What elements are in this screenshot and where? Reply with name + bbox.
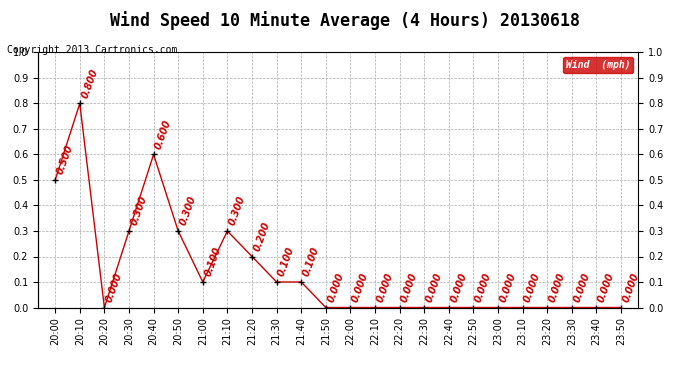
Text: 0.000: 0.000	[621, 272, 641, 304]
Text: 0.300: 0.300	[228, 195, 247, 227]
Text: Copyright 2013 Cartronics.com: Copyright 2013 Cartronics.com	[7, 45, 177, 55]
Text: 0.800: 0.800	[80, 68, 99, 100]
Text: 0.000: 0.000	[547, 272, 567, 304]
Text: 0.600: 0.600	[154, 118, 173, 151]
Text: 0.000: 0.000	[375, 272, 395, 304]
Text: 0.100: 0.100	[203, 246, 223, 278]
Text: 0.000: 0.000	[572, 272, 592, 304]
Text: 0.300: 0.300	[178, 195, 198, 227]
Text: 0.000: 0.000	[424, 272, 444, 304]
Text: 0.000: 0.000	[473, 272, 493, 304]
Text: 0.000: 0.000	[448, 272, 469, 304]
Text: 0.300: 0.300	[129, 195, 149, 227]
Text: Wind Speed 10 Minute Average (4 Hours) 20130618: Wind Speed 10 Minute Average (4 Hours) 2…	[110, 11, 580, 30]
Text: 0.000: 0.000	[104, 272, 124, 304]
Text: 0.500: 0.500	[55, 144, 75, 176]
Text: 0.200: 0.200	[252, 220, 272, 253]
Text: 0.000: 0.000	[498, 272, 518, 304]
Text: 0.000: 0.000	[400, 272, 420, 304]
Legend: Wind  (mph): Wind (mph)	[563, 57, 633, 73]
Text: 0.100: 0.100	[277, 246, 297, 278]
Text: 0.000: 0.000	[596, 272, 616, 304]
Text: 0.000: 0.000	[351, 272, 371, 304]
Text: 0.000: 0.000	[326, 272, 346, 304]
Text: 0.000: 0.000	[522, 272, 542, 304]
Text: 0.100: 0.100	[302, 246, 321, 278]
